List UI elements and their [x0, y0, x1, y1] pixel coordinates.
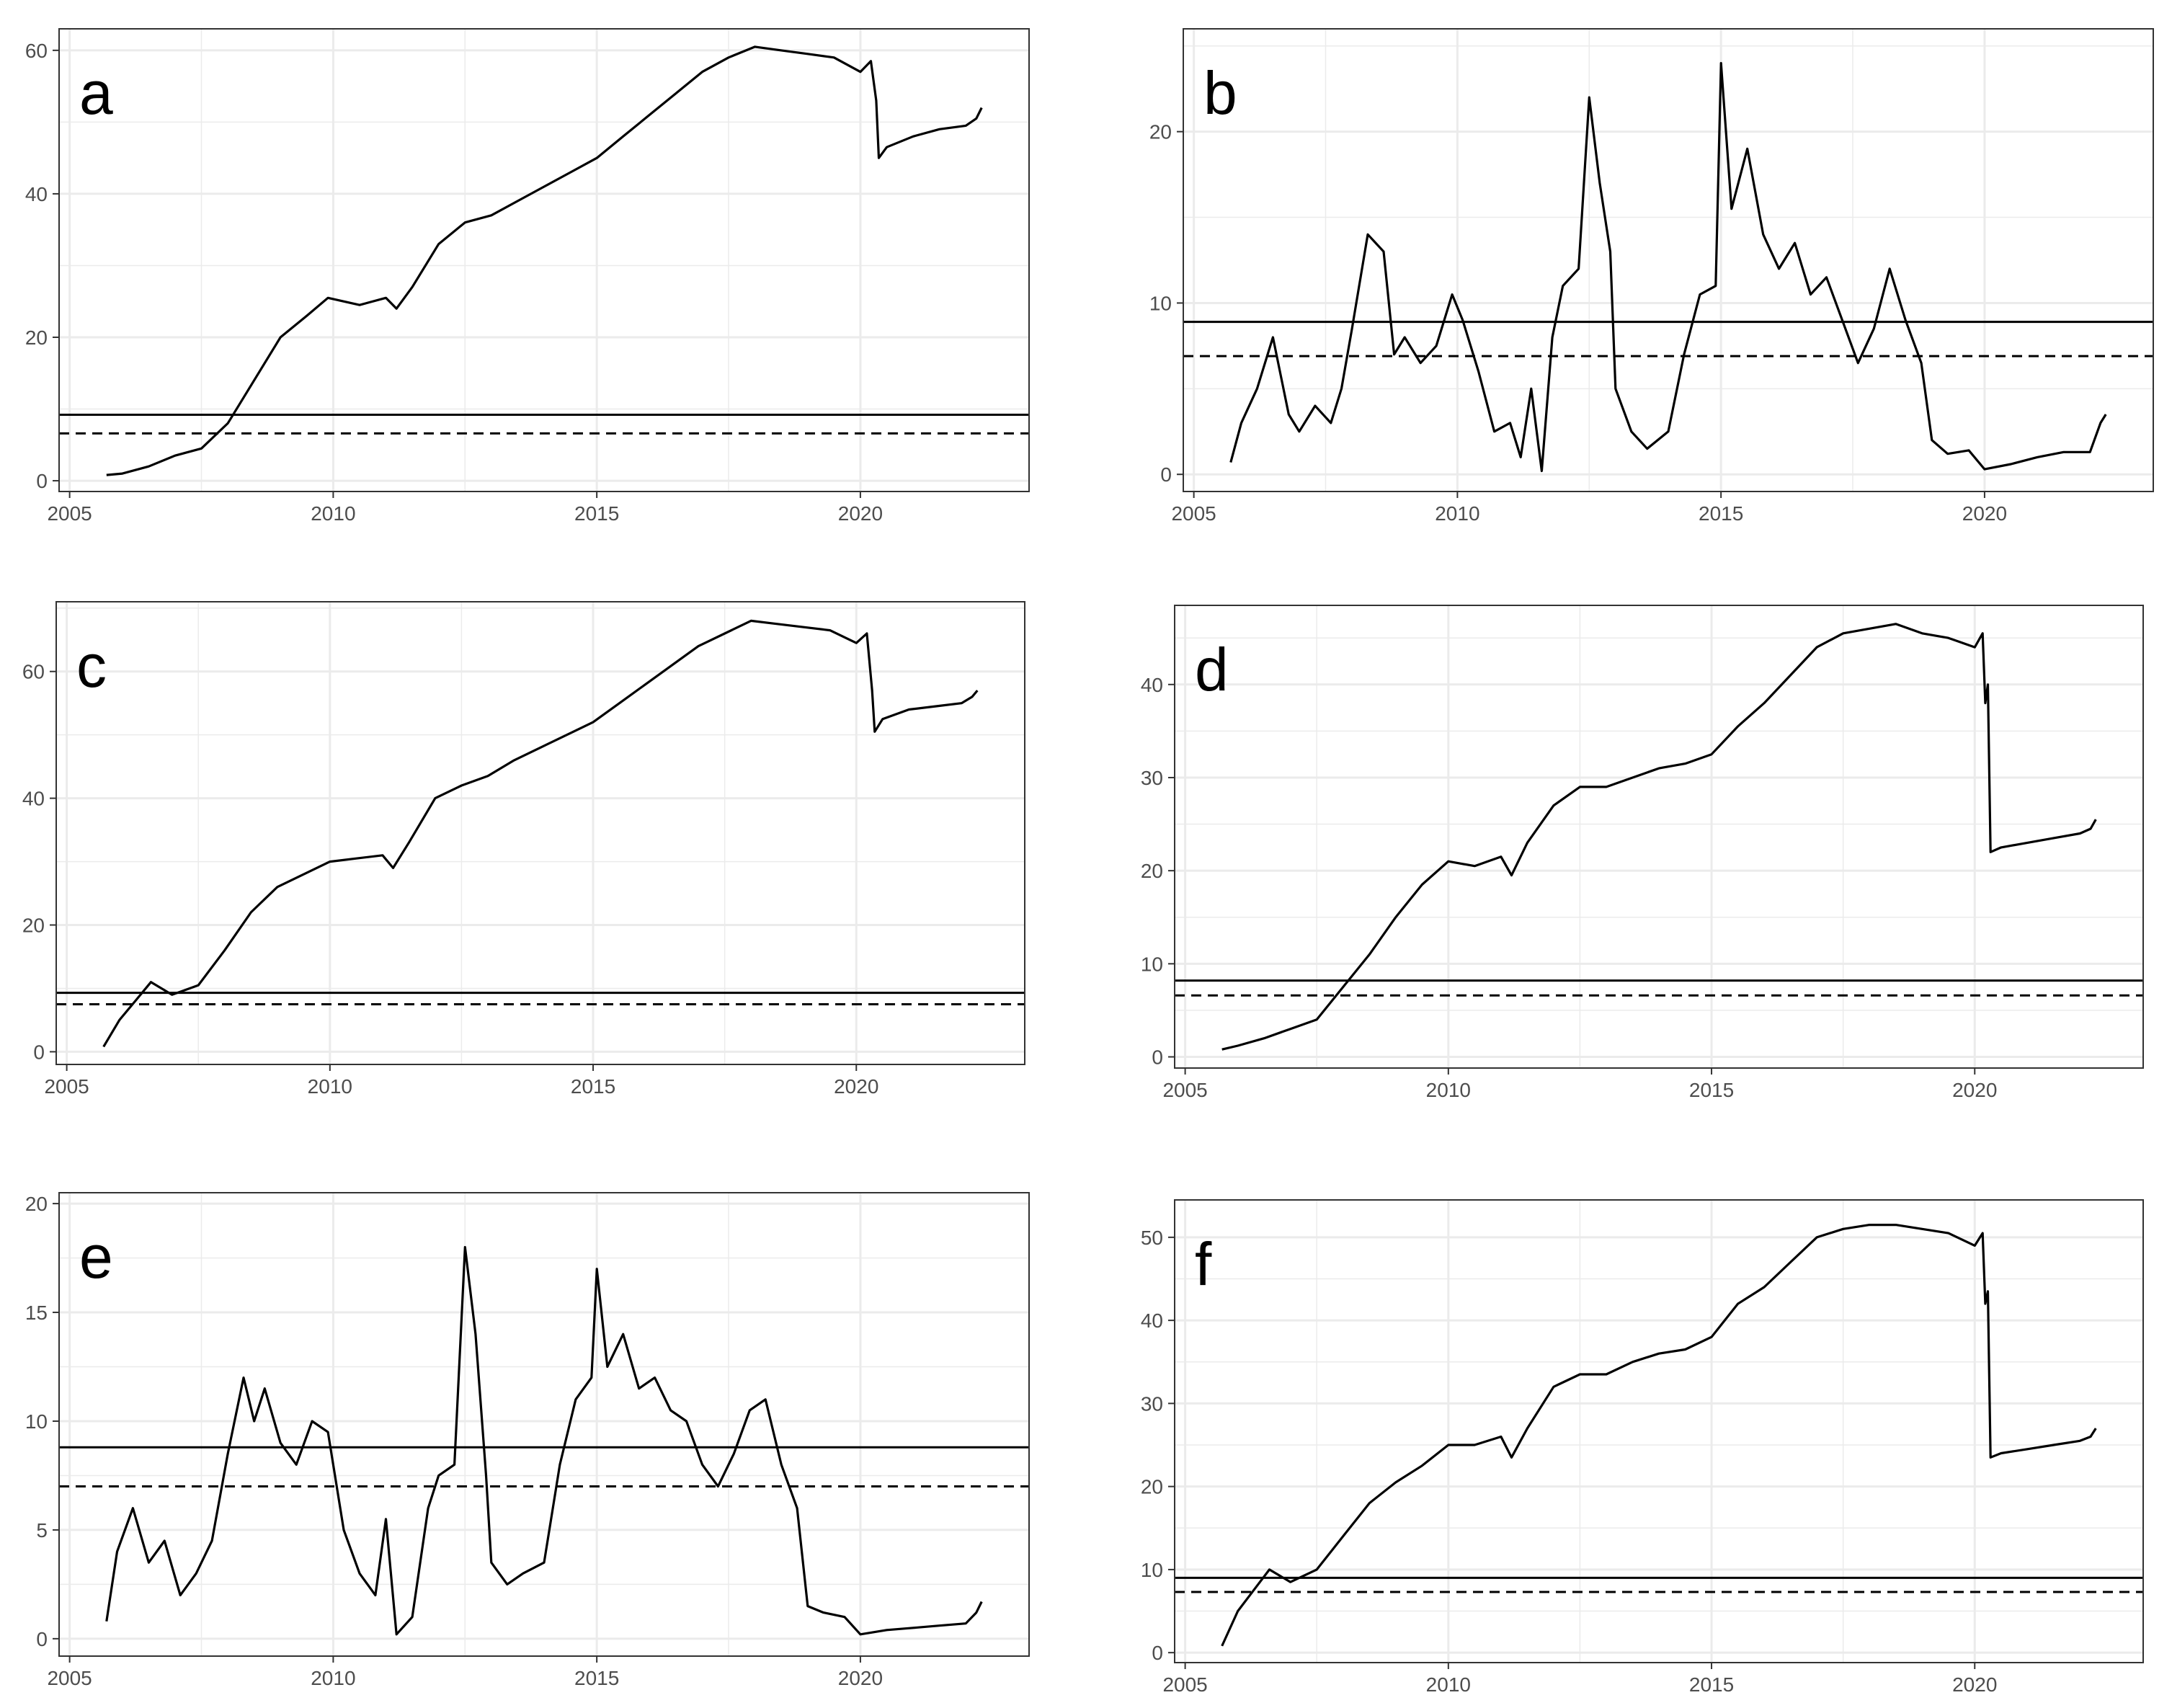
- panel-label: b: [1203, 59, 1237, 127]
- x-tick-label: 2010: [308, 1075, 352, 1098]
- x-tick-label: 2020: [834, 1075, 878, 1098]
- y-tick-label: 50: [1141, 1227, 1163, 1249]
- y-tick-label: 40: [1141, 1309, 1163, 1332]
- panel-e: 2005 2010 2015 2020 0 5 10 15 20 e: [25, 1192, 1030, 1689]
- plot-frame: [55, 601, 1025, 1065]
- y-tick-label: 0: [1152, 1642, 1163, 1664]
- panel-label: f: [1195, 1230, 1212, 1298]
- y-tick-label: 20: [22, 915, 45, 937]
- plot-frame: [58, 1192, 1030, 1657]
- y-tick-label: 20: [25, 1193, 48, 1215]
- plot-background: [1183, 29, 2153, 492]
- y-tick-label: 10: [1141, 1559, 1163, 1581]
- plot-frame: [1174, 1199, 2144, 1663]
- y-tick-label: 40: [1141, 674, 1163, 696]
- series-line: [1229, 62, 2107, 473]
- y-tick-label: 0: [36, 1628, 48, 1650]
- x-tick-label: 2020: [1952, 1673, 1997, 1696]
- x-tick-label: 2010: [1426, 1079, 1471, 1101]
- panel-label: e: [79, 1223, 113, 1291]
- plot-frame: [58, 28, 1030, 492]
- x-tick-label: 2005: [1162, 1079, 1207, 1101]
- x-tick-label: 2020: [1962, 502, 2007, 525]
- panel-d: 2005 2010 2015 2020 0 10 20 30 40 d: [1141, 605, 2144, 1101]
- y-tick-label: 20: [25, 326, 48, 349]
- y-tick-label: 0: [1152, 1046, 1163, 1068]
- series-line: [1221, 1224, 2097, 1647]
- y-tick-label: 0: [36, 470, 48, 492]
- y-tick-label: 10: [1141, 953, 1163, 975]
- panel-label: c: [76, 632, 107, 700]
- x-tick-label: 2005: [47, 502, 92, 525]
- y-tick-label: 40: [25, 183, 48, 205]
- x-tick-label: 2020: [838, 502, 883, 525]
- x-tick-label: 2005: [1171, 502, 1216, 525]
- series-line: [1221, 623, 2097, 1051]
- x-tick-label: 2010: [1435, 502, 1479, 525]
- plot-frame: [1183, 28, 2154, 492]
- x-tick-label: 2015: [574, 502, 619, 525]
- y-tick-label: 5: [36, 1519, 48, 1542]
- y-tick-label: 60: [22, 661, 45, 683]
- x-tick-label: 2015: [571, 1075, 615, 1098]
- plot-frame: [1174, 605, 2144, 1069]
- x-tick-label: 2010: [311, 502, 355, 525]
- y-tick-label: 0: [33, 1041, 45, 1063]
- plot-background: [59, 29, 1029, 492]
- x-tick-label: 2015: [1689, 1079, 1734, 1101]
- plot-background: [1175, 605, 2143, 1068]
- x-tick-label: 2020: [838, 1667, 883, 1689]
- y-tick-label: 20: [1141, 860, 1163, 882]
- x-tick-label: 2020: [1952, 1079, 1997, 1101]
- y-tick-label: 60: [25, 40, 48, 62]
- x-tick-label: 2005: [1162, 1673, 1207, 1696]
- panel-a: 2005 2010 2015 2020 0 20 40 60 a: [25, 28, 1030, 525]
- x-tick-label: 2005: [47, 1667, 92, 1689]
- panel-b: 2005 2010 2015 2020 0 10 20 b: [1149, 28, 2154, 525]
- y-tick-label: 10: [25, 1410, 48, 1433]
- x-tick-label: 2015: [1689, 1673, 1734, 1696]
- y-tick-label: 30: [1141, 767, 1163, 789]
- y-tick-label: 40: [22, 788, 45, 810]
- y-tick-label: 0: [1160, 463, 1172, 486]
- x-tick-label: 2015: [574, 1667, 619, 1689]
- y-tick-label: 20: [1149, 121, 1172, 143]
- y-tick-label: 30: [1141, 1392, 1163, 1415]
- y-tick-label: 20: [1141, 1476, 1163, 1498]
- plot-background: [1175, 1200, 2143, 1663]
- panel-c: 2005 2010 2015 2020 0 20 40 60 c: [22, 601, 1025, 1098]
- x-tick-label: 2015: [1699, 502, 1743, 525]
- series-line: [102, 619, 979, 1048]
- x-tick-label: 2010: [1426, 1673, 1471, 1696]
- series-line: [105, 1245, 983, 1636]
- panel-label: d: [1195, 636, 1229, 703]
- x-tick-label: 2010: [311, 1667, 355, 1689]
- y-tick-label: 10: [1149, 292, 1172, 314]
- plot-background: [59, 1193, 1029, 1656]
- series-line: [106, 45, 983, 476]
- panel-f: 2005 2010 2015 2020 0 10 20 30 40 50 f: [1141, 1199, 2144, 1696]
- panel-label: a: [79, 59, 113, 127]
- x-tick-label: 2005: [44, 1075, 89, 1098]
- y-tick-label: 15: [25, 1302, 48, 1324]
- plot-background: [56, 602, 1025, 1064]
